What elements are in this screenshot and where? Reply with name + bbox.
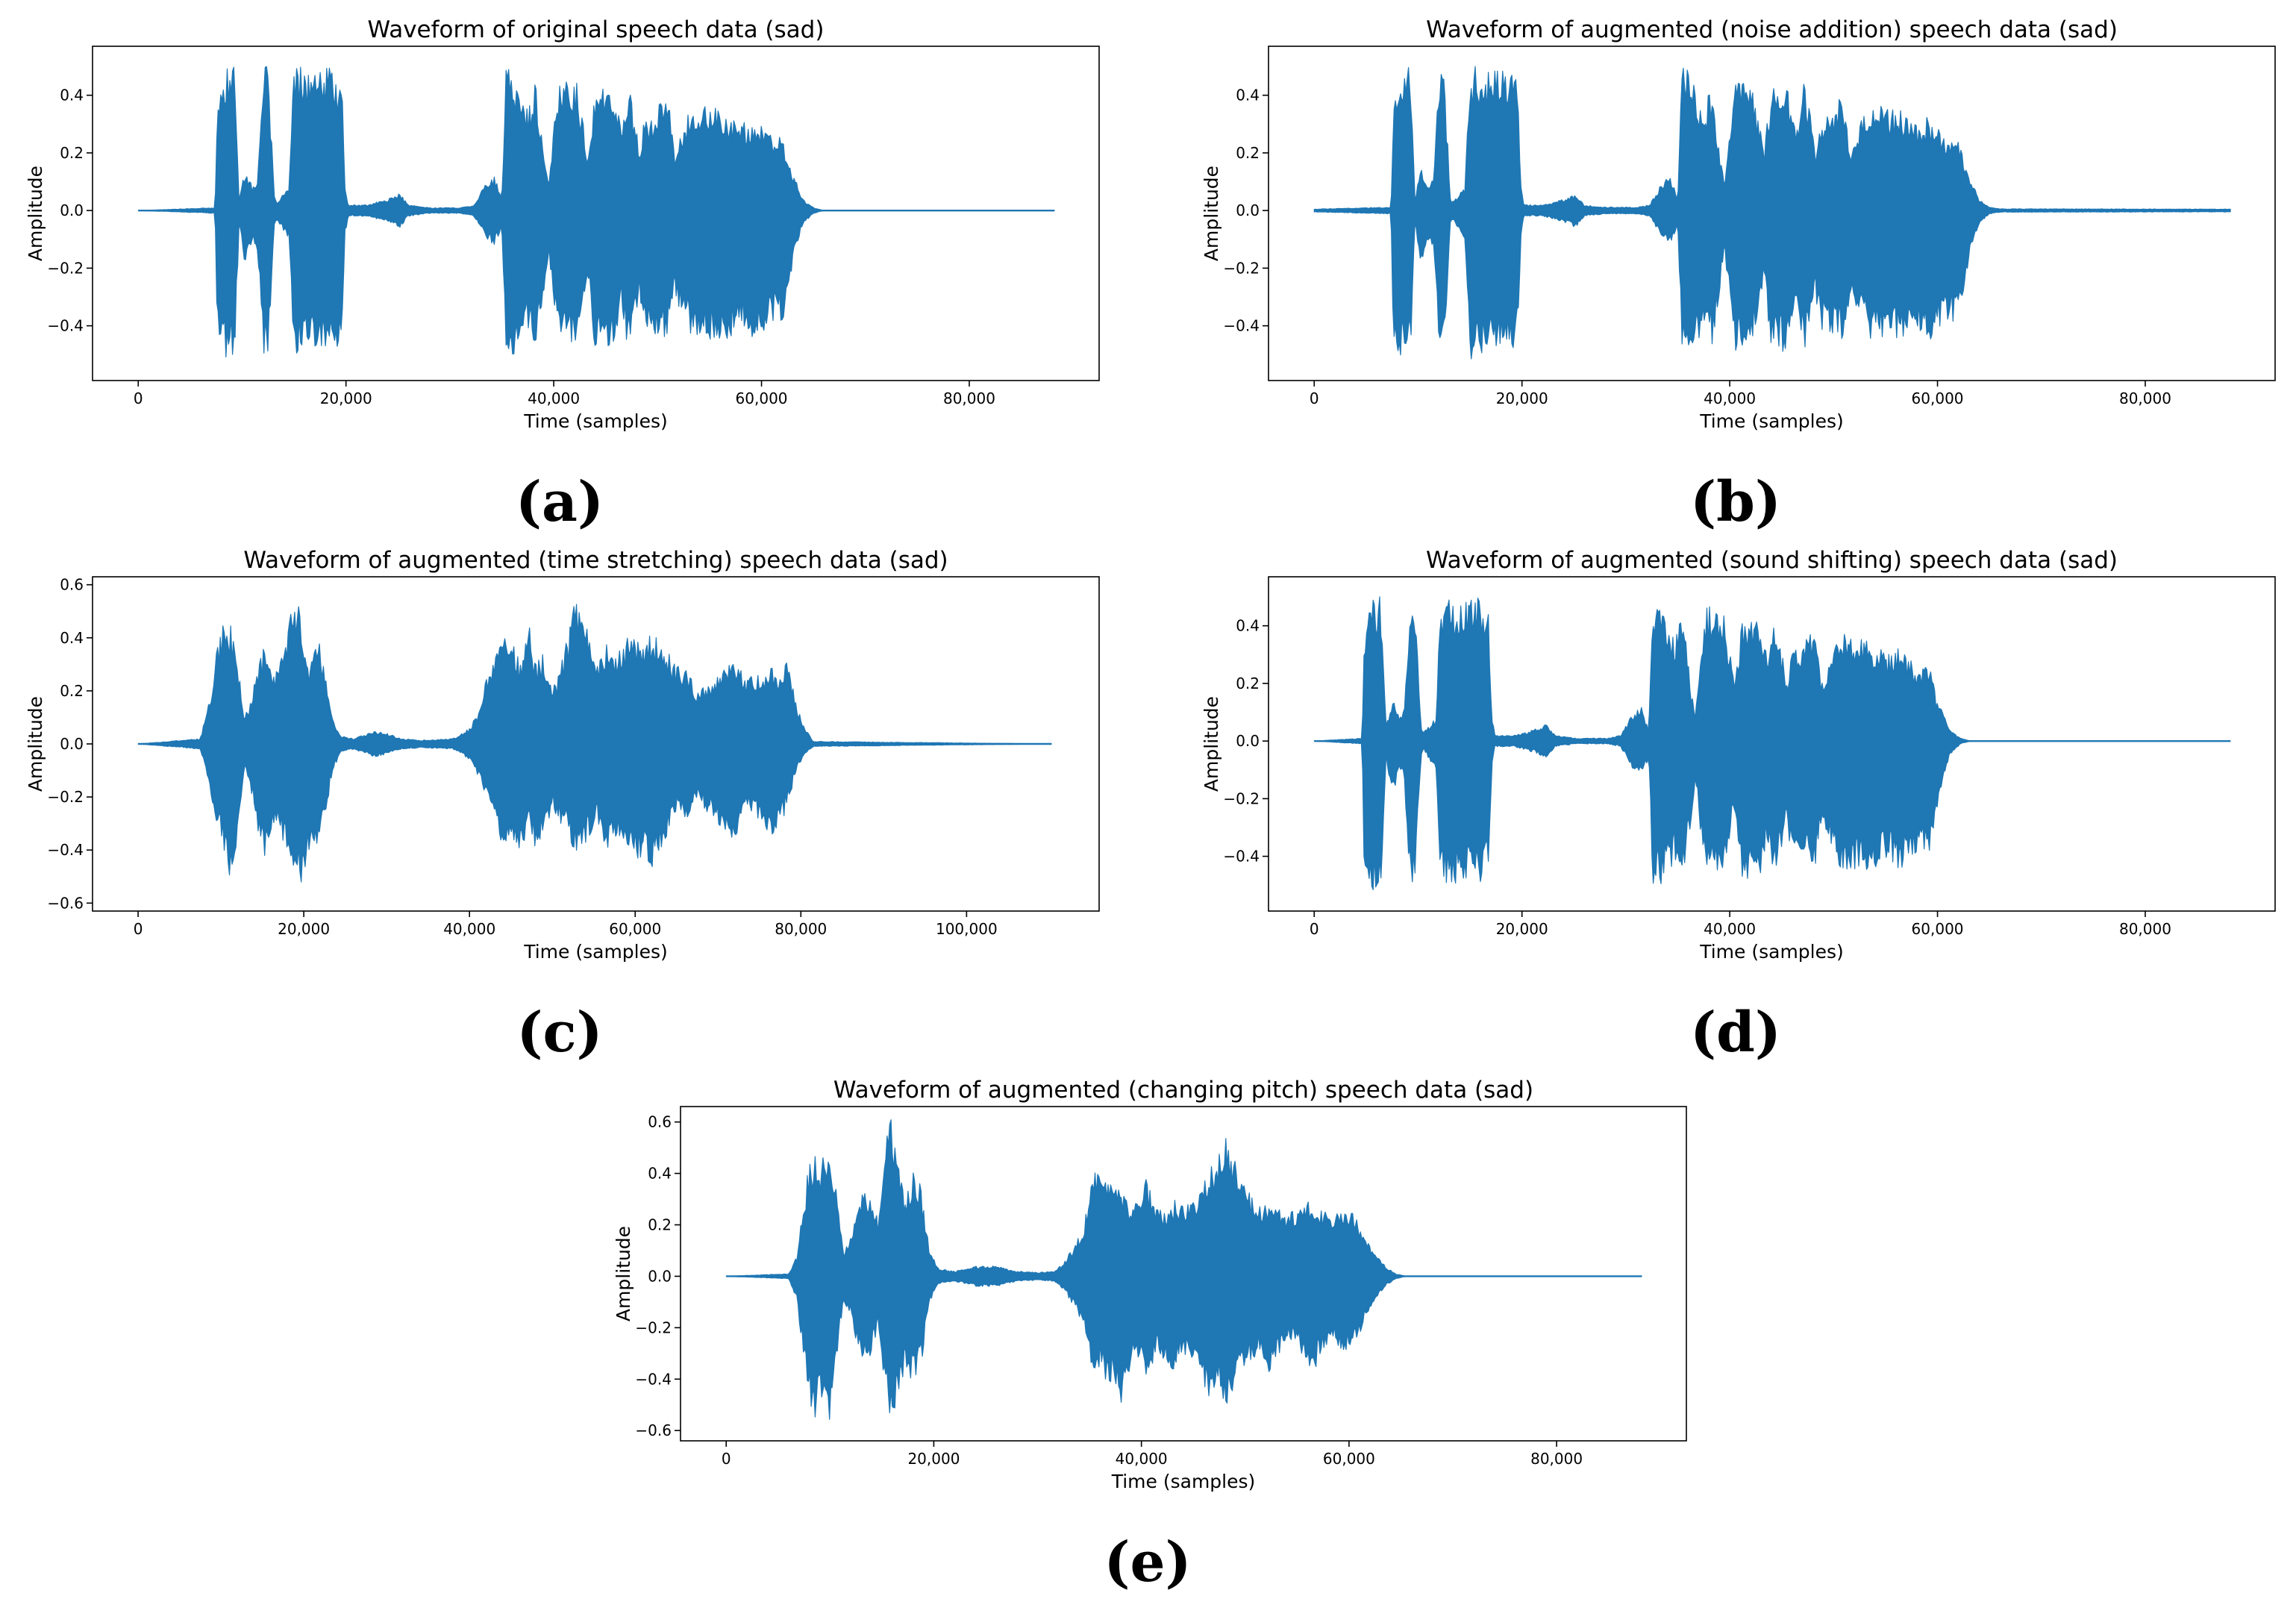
- x-tick-label: 0: [134, 920, 143, 938]
- x-tick-label: 60,000: [1323, 1450, 1375, 1468]
- y-tick-label: −0.6: [47, 894, 84, 912]
- plot-frame: [1268, 46, 2276, 381]
- x-tick-label: 40,000: [1704, 920, 1756, 938]
- y-tick-label: 0.0: [648, 1267, 672, 1285]
- x-tick-label: 0: [134, 389, 143, 407]
- chart-b: Waveform of augmented (noise addition) s…: [1201, 16, 2276, 534]
- y-tick-label: 0.6: [60, 576, 84, 594]
- waveform-series: [137, 66, 1055, 358]
- y-tick-label: 0.0: [60, 201, 84, 219]
- x-tick-label: 40,000: [1116, 1450, 1168, 1468]
- x-tick-label: 0: [722, 1450, 731, 1468]
- chart-title: Waveform of augmented (noise addition) s…: [1426, 16, 2118, 43]
- y-tick-label: 0.4: [1236, 617, 1260, 635]
- panel-label: (a): [516, 470, 604, 534]
- y-tick-label: −0.4: [1223, 317, 1260, 335]
- x-tick-label: 60,000: [1912, 920, 1964, 938]
- x-axis-label: Time (samples): [1111, 1471, 1256, 1492]
- x-tick-label: 20,000: [907, 1450, 960, 1468]
- y-tick-label: 0.4: [60, 629, 84, 647]
- waveform-series: [1313, 596, 2231, 891]
- y-tick-label: −0.2: [47, 259, 84, 277]
- x-axis-label: Time (samples): [523, 410, 668, 432]
- y-tick-label: 0.2: [60, 682, 84, 700]
- chart-title: Waveform of augmented (changing pitch) s…: [833, 1077, 1533, 1104]
- y-axis-label: Amplitude: [1201, 166, 1222, 261]
- y-tick-label: 0.0: [60, 735, 84, 753]
- y-axis-label: Amplitude: [25, 696, 46, 792]
- x-axis-label: Time (samples): [1699, 941, 1844, 963]
- panel-label: (c): [516, 1001, 602, 1065]
- plot-frame: [1268, 576, 2276, 912]
- panel-label: (b): [1690, 470, 1781, 534]
- y-tick-label: −0.4: [635, 1370, 672, 1388]
- y-axis-label: Amplitude: [613, 1226, 634, 1321]
- chart-a: Waveform of original speech data (sad) 0 2…: [25, 16, 1100, 534]
- y-tick-label: −0.2: [1223, 789, 1260, 807]
- y-tick-label: 0.2: [1236, 144, 1260, 162]
- plot-frame: [92, 46, 1100, 381]
- x-tick-label: 80,000: [775, 920, 827, 938]
- y-tick-label: −0.2: [47, 788, 84, 806]
- waveform-series: [725, 1119, 1642, 1420]
- waveform-series: [1313, 66, 2231, 360]
- y-tick-label: 0.4: [648, 1165, 672, 1183]
- x-tick-label: 60,000: [609, 920, 661, 938]
- chart-e: Waveform of augmented (changing pitch) s…: [613, 1077, 1687, 1595]
- chart-title: Waveform of original speech data (sad): [368, 16, 825, 43]
- x-tick-label: 20,000: [320, 389, 372, 407]
- x-tick-label: 40,000: [443, 920, 495, 938]
- x-tick-label: 0: [1310, 389, 1319, 407]
- x-tick-label: 60,000: [736, 389, 788, 407]
- y-tick-label: 0.2: [60, 144, 84, 162]
- x-axis-label: Time (samples): [523, 941, 668, 963]
- x-tick-label: 0: [1310, 920, 1319, 938]
- y-tick-label: −0.4: [47, 841, 84, 859]
- chart-c: Waveform of augmented (time stretching) …: [25, 547, 1100, 1065]
- x-axis-label: Time (samples): [1699, 410, 1844, 432]
- y-tick-label: 0.4: [60, 87, 84, 104]
- x-tick-label: 80,000: [2119, 389, 2171, 407]
- panel-label: (e): [1104, 1530, 1191, 1595]
- plot-frame: [680, 1106, 1687, 1442]
- y-tick-label: −0.2: [635, 1318, 672, 1336]
- y-tick-label: 0.0: [1236, 201, 1260, 219]
- x-tick-label: 20,000: [278, 920, 330, 938]
- chart-d: Waveform of augmented (sound shifting) s…: [1201, 547, 2276, 1065]
- panel-label: (d): [1690, 1001, 1781, 1065]
- y-tick-label: −0.4: [47, 317, 84, 335]
- y-tick-label: −0.6: [635, 1421, 672, 1439]
- x-tick-label: 80,000: [2119, 920, 2171, 938]
- y-axis-label: Amplitude: [1201, 696, 1222, 792]
- y-tick-label: 0.6: [648, 1113, 672, 1131]
- x-tick-label: 40,000: [528, 389, 580, 407]
- x-tick-label: 20,000: [1496, 920, 1548, 938]
- y-tick-label: 0.2: [1236, 675, 1260, 692]
- y-tick-label: 0.2: [648, 1216, 672, 1234]
- y-axis-label: Amplitude: [25, 166, 46, 261]
- y-tick-label: 0.0: [1236, 732, 1260, 750]
- x-tick-label: 100,000: [936, 920, 998, 938]
- x-tick-label: 40,000: [1704, 389, 1756, 407]
- x-tick-label: 60,000: [1912, 389, 1964, 407]
- y-tick-label: −0.2: [1223, 259, 1260, 277]
- chart-title: Waveform of augmented (sound shifting) s…: [1426, 547, 2118, 574]
- y-tick-label: −0.4: [1223, 848, 1260, 866]
- x-tick-label: 80,000: [943, 389, 995, 407]
- x-tick-label: 80,000: [1530, 1450, 1583, 1468]
- y-tick-label: 0.4: [1236, 87, 1260, 104]
- x-tick-label: 20,000: [1496, 389, 1548, 407]
- chart-title: Waveform of augmented (time stretching) …: [243, 547, 948, 574]
